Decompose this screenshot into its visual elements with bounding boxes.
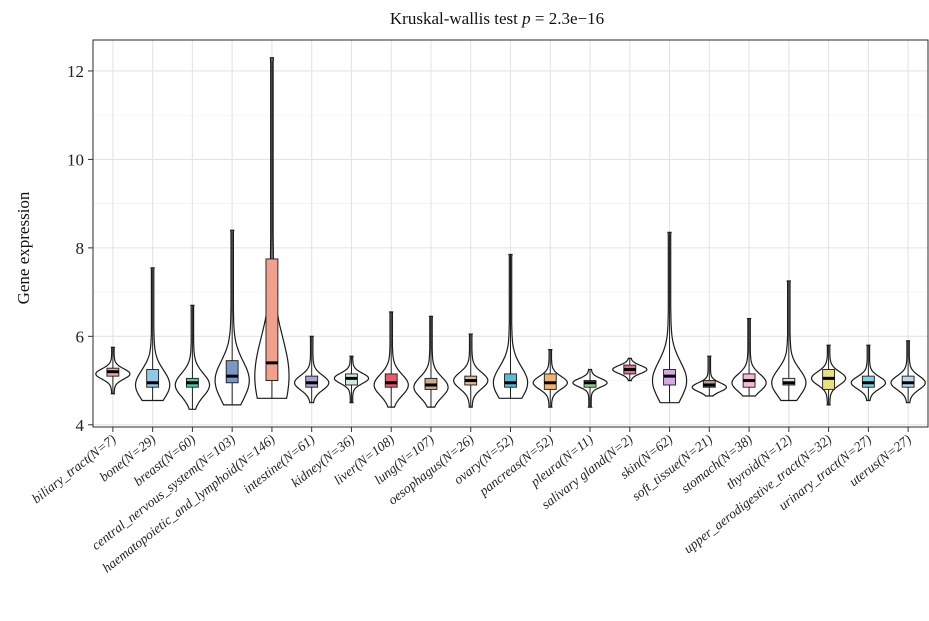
violin-group	[850, 344, 887, 402]
violins	[95, 57, 926, 410]
violin-group	[452, 333, 489, 408]
violin-group	[413, 315, 449, 408]
violin-group	[293, 335, 330, 404]
box	[265, 258, 279, 382]
violin-group	[174, 304, 211, 410]
violin-group	[95, 346, 131, 395]
violin-group	[651, 231, 688, 404]
y-tick-label: 4	[76, 416, 85, 435]
violin-group	[214, 229, 250, 406]
violin-group	[492, 253, 529, 399]
violin-group	[254, 57, 290, 399]
y-tick-label: 8	[76, 239, 85, 258]
violin-group	[771, 280, 807, 402]
violin-group	[134, 267, 171, 402]
chart-title: Kruskal-wallis test p = 2.3e−16	[390, 9, 604, 28]
violin-group	[810, 344, 847, 406]
violin-group	[532, 349, 569, 408]
y-tick-label: 12	[67, 62, 84, 81]
y-axis-label: Gene expression	[14, 191, 33, 304]
x-axis: biliary_tract(N=7)bone(N=29)breast(N=60)…	[29, 427, 914, 575]
box	[146, 369, 160, 388]
violin-group	[612, 357, 648, 382]
y-tick-label: 6	[76, 327, 85, 346]
violin-group	[731, 318, 767, 397]
violin-group	[373, 311, 409, 408]
violin-group	[333, 355, 370, 404]
y-axis: 4 6 8 10 12	[67, 62, 93, 435]
y-tick-label: 10	[67, 150, 84, 169]
box	[225, 360, 239, 384]
box	[504, 373, 517, 388]
violin-group	[691, 355, 727, 397]
box	[384, 373, 398, 388]
violin-group	[890, 340, 926, 404]
x-tick-label: central_nervous_system(N=103)	[89, 431, 239, 553]
violin-group	[572, 368, 608, 408]
